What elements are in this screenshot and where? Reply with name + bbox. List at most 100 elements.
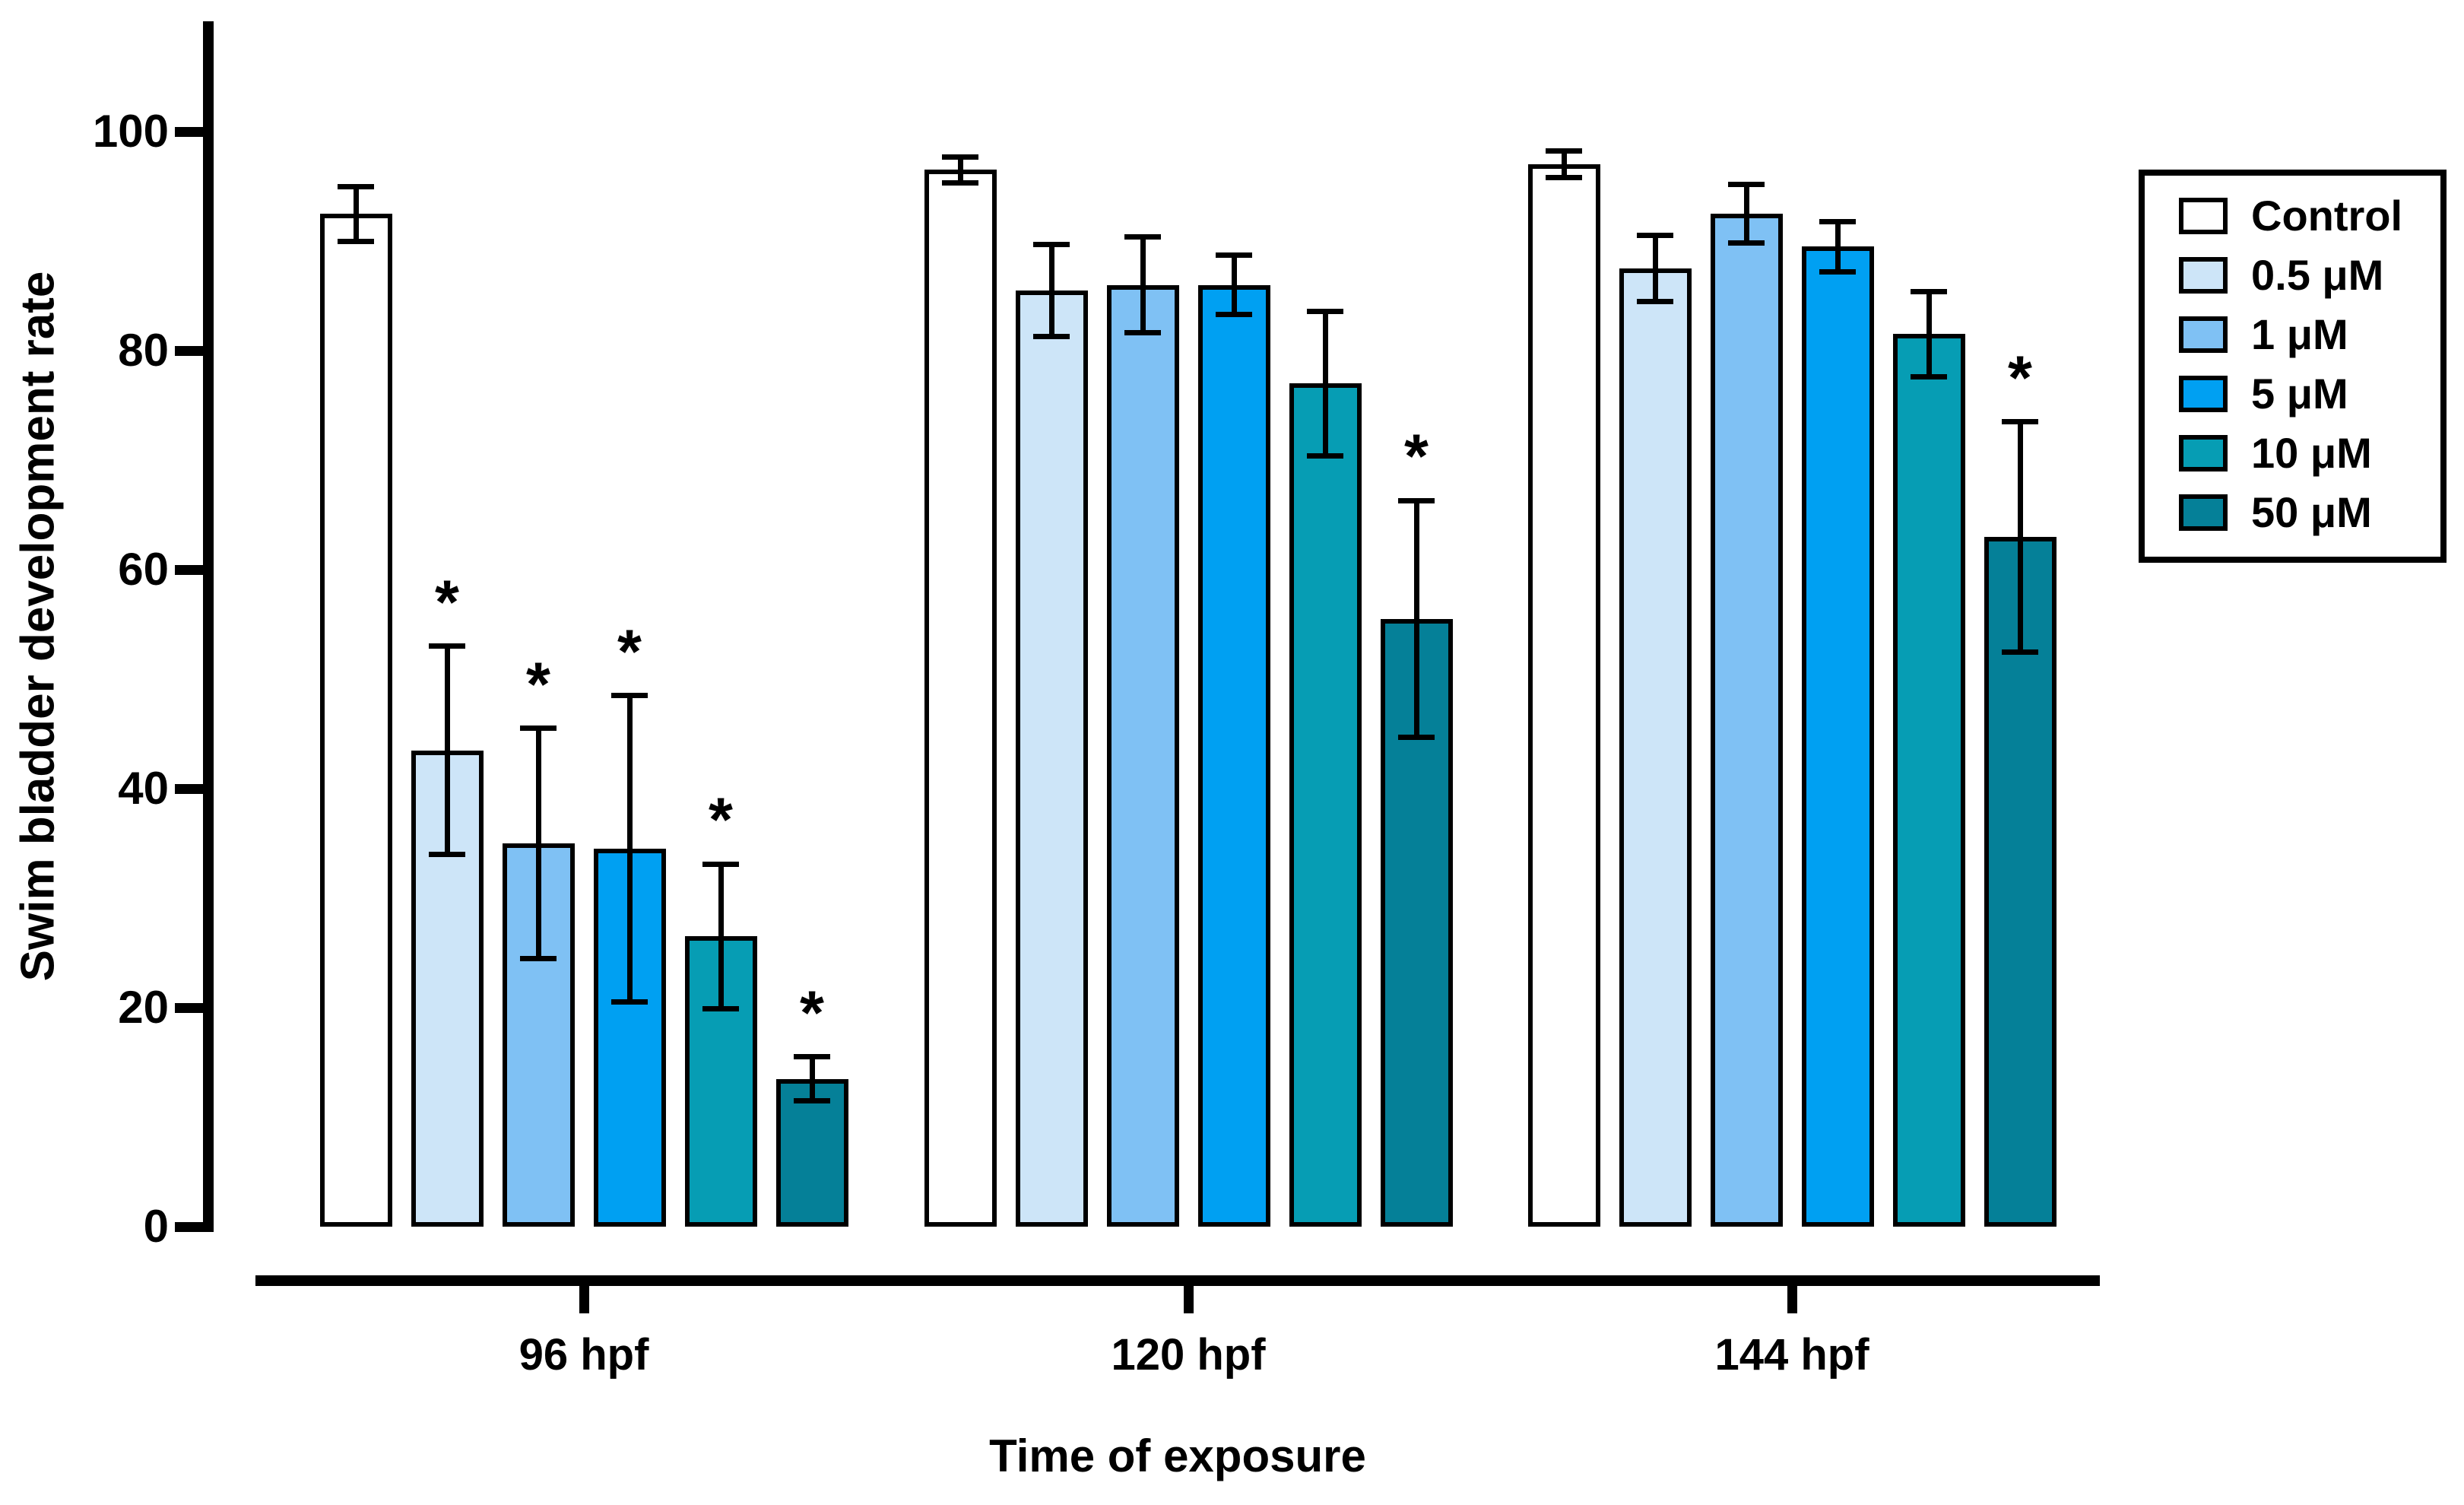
legend-label-5-m: 5 μM — [2251, 370, 2348, 418]
error-cap-top-5-m-144-hpf — [1819, 218, 1856, 224]
error-bar-control-120-hpf — [957, 157, 963, 183]
error-bar-1-m-144-hpf — [1743, 184, 1749, 243]
bar-control-144-hpf — [1527, 164, 1600, 1227]
error-cap-bottom-control-120-hpf — [942, 180, 978, 186]
y-tick-label-60: 60 — [118, 544, 169, 595]
y-tick-label-80: 80 — [118, 325, 169, 376]
error-cap-bottom-5-m-96-hpf — [611, 999, 648, 1005]
error-cap-top-control-96-hpf — [338, 183, 374, 189]
error-bar-5-m-144-hpf — [1835, 221, 1841, 272]
legend-swatch-5-m — [2179, 376, 2228, 412]
y-tick-label-100: 100 — [92, 106, 169, 157]
error-cap-bottom-control-144-hpf — [1546, 174, 1582, 180]
error-cap-bottom-10-m-96-hpf — [702, 1005, 739, 1011]
bar-5-m-144-hpf — [1801, 246, 1874, 1227]
y-tick-100 — [175, 126, 203, 137]
error-cap-top-0.5-m-144-hpf — [1637, 233, 1673, 239]
legend-swatch-10-m — [2179, 435, 2228, 472]
y-tick-label-40: 40 — [118, 763, 169, 814]
error-cap-bottom-0.5-m-144-hpf — [1637, 298, 1673, 304]
error-cap-top-10-m-144-hpf — [1911, 288, 1947, 294]
legend-label-1-m: 1 μM — [2251, 310, 2348, 358]
legend: Control 0.5 μM 1 μM 5 μM 10 μM 50 μM — [2139, 170, 2447, 563]
legend-swatch-0.5-m — [2179, 257, 2228, 294]
error-cap-top-1-m-96-hpf — [520, 726, 557, 732]
error-cap-bottom-10-m-144-hpf — [1911, 374, 1947, 380]
error-cap-bottom-50-m-120-hpf — [1398, 734, 1435, 740]
x-tick-144-hpf — [1787, 1286, 1797, 1313]
y-tick-0 — [175, 1221, 203, 1232]
error-bar-50-m-144-hpf — [2017, 421, 2023, 652]
error-bar-10-m-120-hpf — [1322, 311, 1328, 456]
error-cap-top-10-m-120-hpf — [1307, 308, 1343, 314]
error-cap-bottom-control-96-hpf — [338, 238, 374, 244]
significance-star-10-m-96-hpf: * — [709, 786, 733, 856]
y-axis-line — [203, 21, 214, 1232]
error-cap-top-50-m-144-hpf — [2002, 419, 2038, 425]
x-axis-title: Time of exposure — [989, 1430, 1366, 1481]
error-cap-bottom-0.5-m-120-hpf — [1033, 333, 1070, 339]
legend-swatch-control — [2179, 198, 2228, 234]
error-cap-top-5-m-120-hpf — [1216, 252, 1252, 259]
significance-star-0.5-m-96-hpf: * — [435, 567, 459, 637]
error-cap-top-control-144-hpf — [1546, 148, 1582, 154]
significance-star-5-m-96-hpf: * — [617, 617, 642, 687]
error-cap-top-1-m-144-hpf — [1728, 181, 1765, 187]
error-bar-1-m-96-hpf — [535, 728, 541, 959]
x-group-label-96-hpf: 96 hpf — [518, 1330, 649, 1380]
significance-star-50-m-96-hpf: * — [800, 978, 824, 1048]
y-tick-40 — [175, 783, 203, 794]
bar-1-m-120-hpf — [1106, 284, 1179, 1227]
error-bar-1-m-120-hpf — [1140, 237, 1146, 333]
error-bar-5-m-120-hpf — [1231, 255, 1237, 315]
x-group-label-120-hpf: 120 hpf — [1111, 1330, 1266, 1380]
error-cap-top-50-m-96-hpf — [794, 1054, 830, 1060]
x-group-label-144-hpf: 144 hpf — [1714, 1330, 1869, 1380]
legend-label-control: Control — [2251, 192, 2403, 240]
error-cap-bottom-5-m-144-hpf — [1819, 268, 1856, 275]
error-bar-control-96-hpf — [353, 186, 359, 241]
error-cap-bottom-0.5-m-96-hpf — [429, 851, 465, 857]
error-cap-bottom-10-m-120-hpf — [1307, 452, 1343, 459]
x-tick-120-hpf — [1183, 1286, 1194, 1313]
error-cap-top-10-m-96-hpf — [702, 861, 739, 867]
y-tick-80 — [175, 345, 203, 356]
bar-5-m-120-hpf — [1197, 284, 1270, 1227]
error-cap-top-0.5-m-96-hpf — [429, 643, 465, 649]
bar-0.5-m-120-hpf — [1015, 290, 1088, 1227]
error-bar-50-m-120-hpf — [1413, 500, 1419, 738]
x-axis-line — [255, 1275, 2100, 1286]
bar-1-m-144-hpf — [1710, 214, 1783, 1227]
bar-10-m-144-hpf — [1892, 334, 1965, 1227]
error-cap-bottom-50-m-96-hpf — [794, 1097, 830, 1103]
error-cap-bottom-50-m-144-hpf — [2002, 649, 2038, 655]
bar-10-m-120-hpf — [1289, 383, 1362, 1227]
bar-control-120-hpf — [924, 170, 997, 1227]
error-bar-0.5-m-120-hpf — [1048, 244, 1054, 337]
error-bar-0.5-m-144-hpf — [1652, 235, 1658, 302]
x-tick-96-hpf — [579, 1286, 589, 1313]
legend-label-0.5-m: 0.5 μM — [2251, 251, 2384, 299]
y-tick-60 — [175, 564, 203, 575]
error-cap-bottom-5-m-120-hpf — [1216, 311, 1252, 317]
legend-swatch-1-m — [2179, 316, 2228, 353]
y-tick-20 — [175, 1002, 203, 1013]
error-bar-50-m-96-hpf — [809, 1056, 815, 1101]
y-tick-label-0: 0 — [143, 1201, 169, 1252]
error-bar-5-m-96-hpf — [626, 695, 633, 1002]
error-bar-10-m-96-hpf — [718, 864, 724, 1009]
error-cap-bottom-1-m-144-hpf — [1728, 240, 1765, 246]
error-cap-top-0.5-m-120-hpf — [1033, 241, 1070, 247]
bar-control-96-hpf — [319, 214, 392, 1227]
y-tick-label-20: 20 — [118, 982, 169, 1033]
error-bar-10-m-144-hpf — [1926, 291, 1932, 377]
significance-star-1-m-96-hpf: * — [526, 649, 550, 719]
legend-swatch-50-m — [2179, 494, 2228, 531]
bar-10-m-96-hpf — [684, 936, 757, 1227]
error-cap-bottom-1-m-120-hpf — [1124, 330, 1161, 336]
error-cap-top-control-120-hpf — [942, 154, 978, 160]
error-bar-control-144-hpf — [1561, 151, 1567, 178]
error-bar-0.5-m-96-hpf — [444, 646, 450, 855]
